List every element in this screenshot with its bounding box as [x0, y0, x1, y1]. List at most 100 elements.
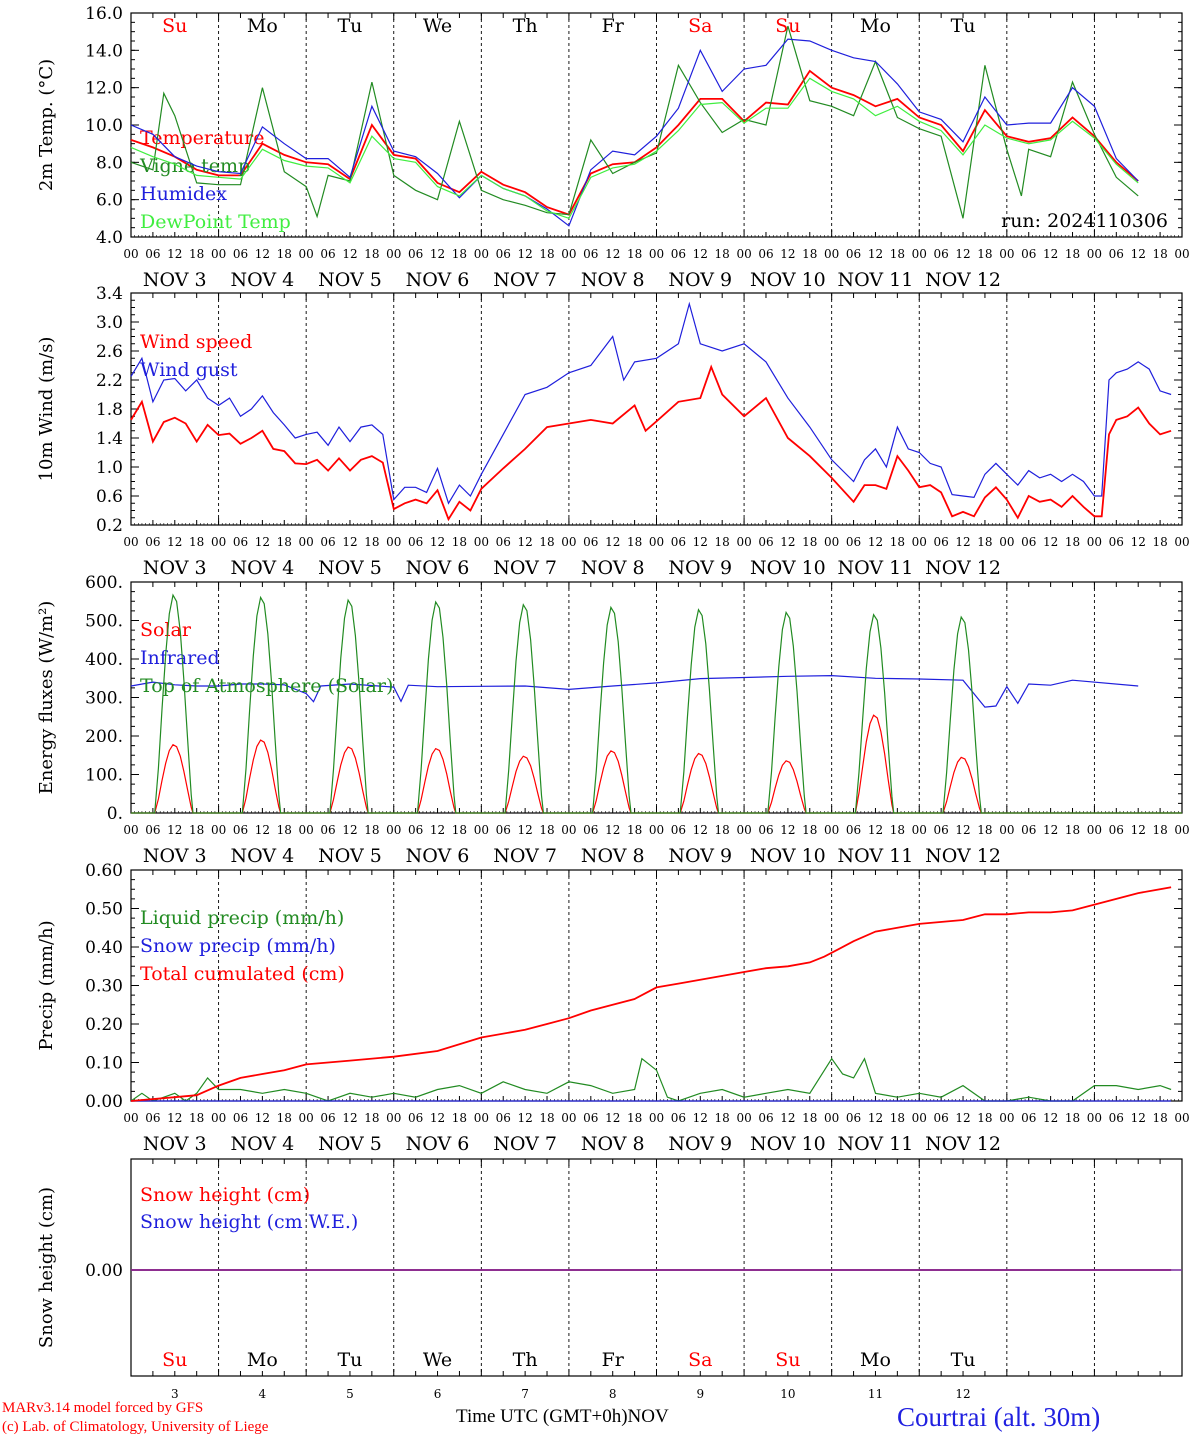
hour-tick-label: 12	[1043, 1111, 1058, 1125]
hour-tick-label: 00	[1087, 247, 1102, 261]
hour-tick-label: 00	[736, 823, 751, 837]
hour-tick-label: 18	[1065, 535, 1080, 549]
hour-tick-label: 18	[977, 823, 992, 837]
day-name: Sa	[688, 15, 712, 37]
date-label: NOV 4	[231, 845, 295, 867]
hour-tick-label: 06	[934, 535, 949, 549]
hour-tick-label: 00	[736, 1111, 751, 1125]
hour-tick-label: 06	[408, 1111, 423, 1125]
date-label: NOV 12	[925, 1133, 1001, 1155]
hour-tick-label: 06	[408, 823, 423, 837]
hour-tick-label: 00	[211, 247, 226, 261]
series-wind-gust	[130, 301, 1172, 505]
hour-tick-label: 12	[780, 823, 795, 837]
hour-tick-label: 00	[386, 1111, 401, 1125]
hour-tick-label: 12	[255, 1111, 270, 1125]
day-name: Su	[775, 15, 800, 37]
hour-tick-label: 06	[583, 823, 598, 837]
hour-tick-label: 12	[955, 1111, 970, 1125]
hour-tick-label: 06	[320, 1111, 335, 1125]
hour-tick-label: 06	[233, 823, 248, 837]
day-name: Th	[513, 15, 538, 37]
hour-tick-label: 12	[517, 1111, 532, 1125]
legend-entry: Solar	[140, 619, 192, 641]
hour-tick-label: 12	[605, 1111, 620, 1125]
hour-tick-label: 06	[1021, 1111, 1036, 1125]
hour-tick-label: 00	[299, 1111, 314, 1125]
date-label: NOV 10	[750, 1133, 826, 1155]
hour-tick-label: 00	[561, 1111, 576, 1125]
hour-tick-label: 00	[474, 535, 489, 549]
date-label: NOV 3	[143, 269, 207, 291]
hour-tick-label: 18	[890, 823, 905, 837]
date-label: NOV 6	[406, 845, 470, 867]
day-name: We	[423, 1349, 452, 1371]
hour-tick-label: 18	[627, 1111, 642, 1125]
hour-tick-label: 06	[671, 247, 686, 261]
hour-tick-label: 06	[233, 1111, 248, 1125]
hour-tick-label: 18	[890, 535, 905, 549]
hour-tick-label: 12	[342, 823, 357, 837]
hour-tick-label: 18	[1152, 823, 1167, 837]
hour-tick-label: 18	[627, 823, 642, 837]
hour-tick-label: 12	[605, 535, 620, 549]
date-label: NOV 10	[750, 557, 826, 579]
day-number: 6	[434, 1387, 442, 1401]
hour-tick-label: 18	[802, 823, 817, 837]
hour-tick-label: 00	[1174, 247, 1189, 261]
hour-tick-label: 18	[977, 247, 992, 261]
hour-tick-label: 12	[342, 1111, 357, 1125]
hour-tick-label: 12	[693, 535, 708, 549]
hour-tick-label: 00	[299, 247, 314, 261]
panel-2: 0.2 0.6 1.0 1.4 1.8 2.2 2.6 3.0 3.4 10m Wind (m/s…	[36, 284, 1190, 579]
hour-tick-label: 12	[517, 535, 532, 549]
hour-tick-label: 00	[649, 247, 664, 261]
date-label: NOV 9	[668, 557, 732, 579]
hour-tick-label: 00	[999, 823, 1014, 837]
day-name: Tu	[337, 1349, 362, 1371]
hour-tick-label: 18	[802, 535, 817, 549]
hour-tick-label: 12	[517, 247, 532, 261]
hour-tick-label: 06	[671, 1111, 686, 1125]
y-tick-label: 0.6	[96, 487, 123, 507]
y-tick-label: 100.	[85, 766, 123, 786]
hour-tick-label: 06	[671, 535, 686, 549]
hour-tick-label: 18	[627, 247, 642, 261]
hour-tick-label: 00	[123, 823, 138, 837]
y-tick-label: 3.0	[96, 313, 123, 333]
hour-tick-label: 00	[561, 535, 576, 549]
hour-tick-label: 06	[934, 1111, 949, 1125]
hour-tick-label: 18	[452, 535, 467, 549]
hour-tick-label: 00	[561, 247, 576, 261]
hour-tick-label: 18	[539, 1111, 554, 1125]
date-label: NOV 9	[668, 269, 732, 291]
hour-tick-label: 00	[1087, 535, 1102, 549]
date-label: NOV 7	[493, 269, 557, 291]
hour-tick-label: 12	[1131, 1111, 1146, 1125]
series-dewpoint-temp	[130, 77, 1139, 220]
hour-tick-label: 00	[824, 1111, 839, 1125]
day-name: Mo	[860, 15, 891, 37]
date-label: NOV 6	[406, 269, 470, 291]
day-number: 12	[955, 1387, 970, 1401]
y-tick-label: 0.20	[85, 1015, 123, 1035]
series-top-of-atmosphere-solar	[131, 593, 1182, 814]
hour-tick-label: 12	[1043, 535, 1058, 549]
hour-tick-label: 00	[824, 247, 839, 261]
hour-tick-label: 18	[715, 247, 730, 261]
hour-tick-label: 00	[1174, 1111, 1189, 1125]
hour-tick-label: 06	[758, 1111, 773, 1125]
y-tick-label: 0.00	[85, 1261, 123, 1281]
hour-tick-label: 18	[890, 1111, 905, 1125]
hour-tick-label: 12	[430, 247, 445, 261]
hour-tick-label: 06	[320, 535, 335, 549]
day-name: Tu	[337, 15, 362, 37]
y-tick-label: 200.	[85, 727, 123, 747]
y-tick-label: 2.2	[96, 371, 123, 391]
y-tick-label: 0.10	[85, 1054, 123, 1074]
hour-tick-label: 00	[561, 823, 576, 837]
hour-tick-label: 18	[715, 823, 730, 837]
hour-tick-label: 06	[145, 247, 160, 261]
hour-tick-label: 18	[539, 823, 554, 837]
hour-tick-label: 06	[758, 823, 773, 837]
